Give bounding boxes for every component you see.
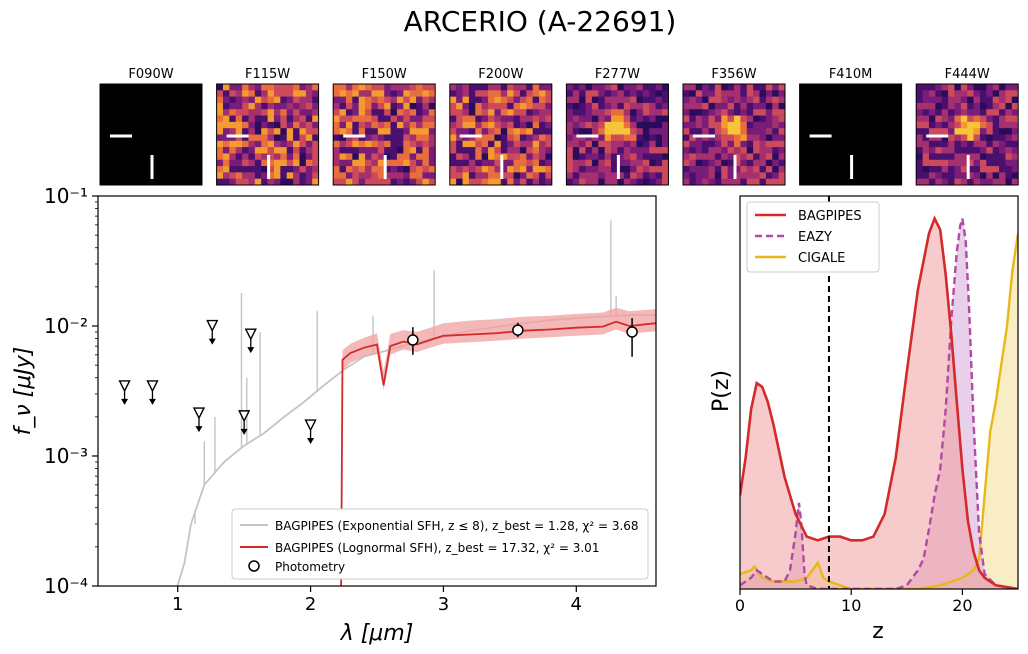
cutout-label: F115W xyxy=(245,67,290,82)
sed-legend: BAGPIPES (Exponential SFH, z ≤ 8), z_bes… xyxy=(231,508,649,580)
cutout-label: F356W xyxy=(711,67,756,82)
sed-ylabel: f_ν [μJy] xyxy=(11,347,36,436)
sed-x-tick-label: 2 xyxy=(305,594,316,615)
sed-x-tick-label: 1 xyxy=(172,594,183,615)
cutout-label: F444W xyxy=(945,67,990,82)
sed-x-tick-label: 3 xyxy=(438,594,449,615)
cutout-label: F200W xyxy=(478,67,523,82)
sed-y-tick-label: 10⁻⁴ xyxy=(44,574,88,598)
cutout-f444w: F444W xyxy=(915,67,1019,186)
photometry-point xyxy=(626,318,638,357)
figure-title: ARCERIO (A-22691) xyxy=(404,5,677,38)
pz-fill-cigale xyxy=(740,233,1018,589)
cutout-label: F150W xyxy=(362,67,407,82)
upper-limit-marker xyxy=(238,410,251,435)
sed-xlabel: λ [μm] xyxy=(340,621,414,646)
legend-item-exponential: BAGPIPES (Exponential SFH, z ≤ 8), z_bes… xyxy=(275,519,639,533)
upper-limit-marker xyxy=(244,328,257,354)
sed-x-tick-label: 4 xyxy=(571,594,582,615)
legend-item-eazy: EAZY xyxy=(798,230,832,245)
upper-limit-marker xyxy=(206,319,219,345)
sed-panel: 1 2 3 4 10⁻⁴ 10⁻³ 10⁻² 10⁻¹ λ [μm] f_ν [μJy] BA… xyxy=(11,184,657,646)
sed-y-tick-label: 10⁻² xyxy=(44,314,88,338)
cutout-f277w: F277W xyxy=(565,67,669,186)
pz-ylabel: P(z) xyxy=(709,370,734,412)
sed-markers xyxy=(118,318,638,445)
cutout-f115w: F115W xyxy=(216,67,320,186)
upper-limit-marker xyxy=(146,380,159,405)
sed-plot-area xyxy=(176,220,656,586)
cutout-f090w: F090W xyxy=(99,67,203,186)
pz-plot-area xyxy=(740,196,1018,589)
cutout-label: F410M xyxy=(829,67,873,82)
sed-axes-border xyxy=(97,195,657,587)
sed-y-tick-label: 10⁻¹ xyxy=(44,184,88,208)
cutout-f200w: F200W xyxy=(449,67,553,186)
legend-item-bagpipes: BAGPIPES xyxy=(798,209,862,224)
pz-x-tick-label: 10 xyxy=(841,596,861,615)
upper-limit-marker xyxy=(192,407,206,433)
sed-ticks: 1 2 3 4 10⁻⁴ 10⁻³ 10⁻² 10⁻¹ xyxy=(44,184,582,615)
legend-item-lognormal: BAGPIPES (Lognormal SFH), z_best = 17.32… xyxy=(275,541,599,555)
cutout-f150w: F150W xyxy=(332,67,436,186)
upper-limit-marker xyxy=(118,380,131,405)
pz-panel: 0 10 20 z P(z) BAGPIPES EAZY CIGALE xyxy=(709,195,1019,644)
photometry-point xyxy=(407,327,419,355)
cutout-f356w: F356W xyxy=(682,67,786,186)
sed-line-lognormal xyxy=(340,320,656,586)
cutout-f410m: F410M xyxy=(799,67,903,186)
pz-ticks: 0 10 20 xyxy=(735,589,973,615)
legend-marker-photometry xyxy=(248,560,260,572)
pz-axes-border xyxy=(739,195,1019,590)
legend-item-cigale: CIGALE xyxy=(798,251,845,266)
sed-y-tick-label: 10⁻³ xyxy=(44,444,88,468)
upper-limit-marker xyxy=(304,419,317,445)
pz-legend: BAGPIPES EAZY CIGALE xyxy=(746,201,880,273)
legend-item-photometry: Photometry xyxy=(275,560,345,574)
cutout-strip: F090W F115W F150W F200W F277W F356W F410M F444W xyxy=(99,67,1019,186)
photometry-point xyxy=(512,322,524,338)
pz-line-eazy xyxy=(740,218,1018,589)
cutout-label: F090W xyxy=(128,67,173,82)
cutout-label: F277W xyxy=(595,67,640,82)
pz-x-tick-label: 0 xyxy=(735,596,745,615)
pz-line-bagpipes xyxy=(740,215,1018,589)
pz-x-tick-label: 20 xyxy=(952,596,972,615)
pz-xlabel: z xyxy=(872,619,884,644)
sed-band-lognormal xyxy=(341,307,656,586)
